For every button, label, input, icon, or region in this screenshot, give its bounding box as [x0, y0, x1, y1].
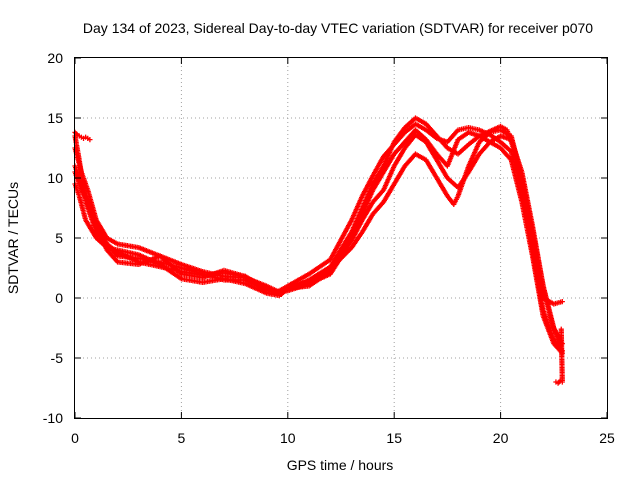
y-tick-label: 10 — [47, 170, 63, 186]
y-tick-label: 15 — [47, 110, 63, 126]
x-tick-label: 25 — [599, 430, 615, 446]
y-axis-label: SDTVAR / TECUs — [5, 182, 21, 294]
x-axis-label: GPS time / hours — [287, 457, 394, 473]
x-tick-label: 5 — [178, 430, 186, 446]
data-point — [87, 137, 93, 143]
x-tick-label: 10 — [280, 430, 296, 446]
chart-title: Day 134 of 2023, Sidereal Day-to-day VTE… — [83, 20, 593, 36]
grid-lines — [75, 58, 607, 418]
y-tick-label: -5 — [51, 350, 64, 366]
y-tick-label: 0 — [55, 290, 63, 306]
data-point — [559, 299, 565, 305]
y-tick-label: 5 — [55, 230, 63, 246]
plot-frame — [74, 57, 608, 419]
x-tick-label: 0 — [71, 430, 79, 446]
y-tick-label: 20 — [47, 50, 63, 66]
y-tick-label: -10 — [43, 410, 63, 426]
data-marks — [72, 115, 565, 386]
x-axis-ticks: 0 5 10 15 20 25 — [71, 58, 615, 446]
x-tick-label: 15 — [386, 430, 402, 446]
data-point — [558, 326, 564, 332]
y-axis-ticks: -10 -5 0 5 10 15 20 — [43, 50, 607, 426]
x-tick-label: 20 — [493, 430, 509, 446]
